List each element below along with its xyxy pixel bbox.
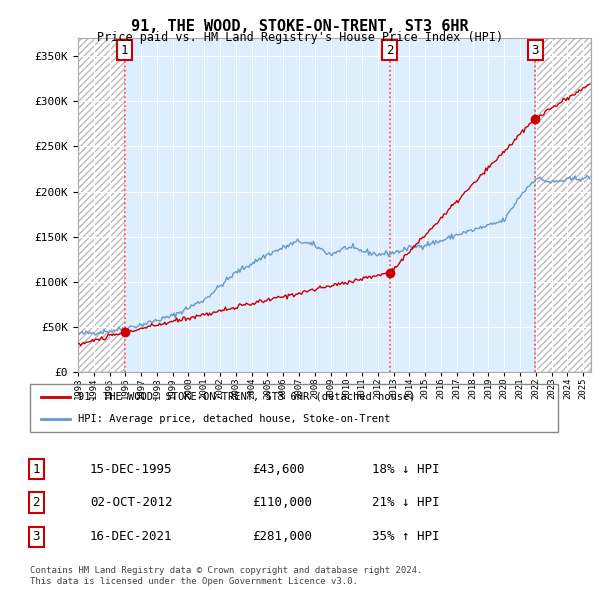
Text: 02-OCT-2012: 02-OCT-2012 bbox=[90, 496, 173, 509]
Text: 91, THE WOOD, STOKE-ON-TRENT, ST3 6HR: 91, THE WOOD, STOKE-ON-TRENT, ST3 6HR bbox=[131, 19, 469, 34]
Text: 18% ↓ HPI: 18% ↓ HPI bbox=[372, 463, 439, 476]
Text: 3: 3 bbox=[32, 530, 40, 543]
Text: £43,600: £43,600 bbox=[252, 463, 305, 476]
Text: 2: 2 bbox=[386, 44, 394, 57]
Text: 91, THE WOOD, STOKE-ON-TRENT, ST3 6HR (detached house): 91, THE WOOD, STOKE-ON-TRENT, ST3 6HR (d… bbox=[77, 392, 415, 402]
Bar bbox=[78, 38, 125, 372]
Text: 15-DEC-1995: 15-DEC-1995 bbox=[90, 463, 173, 476]
Text: This data is licensed under the Open Government Licence v3.0.: This data is licensed under the Open Gov… bbox=[30, 577, 358, 586]
Text: 1: 1 bbox=[32, 463, 40, 476]
Text: Price paid vs. HM Land Registry's House Price Index (HPI): Price paid vs. HM Land Registry's House … bbox=[97, 31, 503, 44]
Bar bbox=[535, 38, 591, 372]
Text: 1: 1 bbox=[121, 44, 128, 57]
Text: £110,000: £110,000 bbox=[252, 496, 312, 509]
Text: 21% ↓ HPI: 21% ↓ HPI bbox=[372, 496, 439, 509]
Text: Contains HM Land Registry data © Crown copyright and database right 2024.: Contains HM Land Registry data © Crown c… bbox=[30, 566, 422, 575]
Text: HPI: Average price, detached house, Stoke-on-Trent: HPI: Average price, detached house, Stok… bbox=[77, 414, 390, 424]
Text: 16-DEC-2021: 16-DEC-2021 bbox=[90, 530, 173, 543]
Text: 35% ↑ HPI: 35% ↑ HPI bbox=[372, 530, 439, 543]
Text: 2: 2 bbox=[32, 496, 40, 509]
Text: 3: 3 bbox=[532, 44, 539, 57]
Text: £281,000: £281,000 bbox=[252, 530, 312, 543]
